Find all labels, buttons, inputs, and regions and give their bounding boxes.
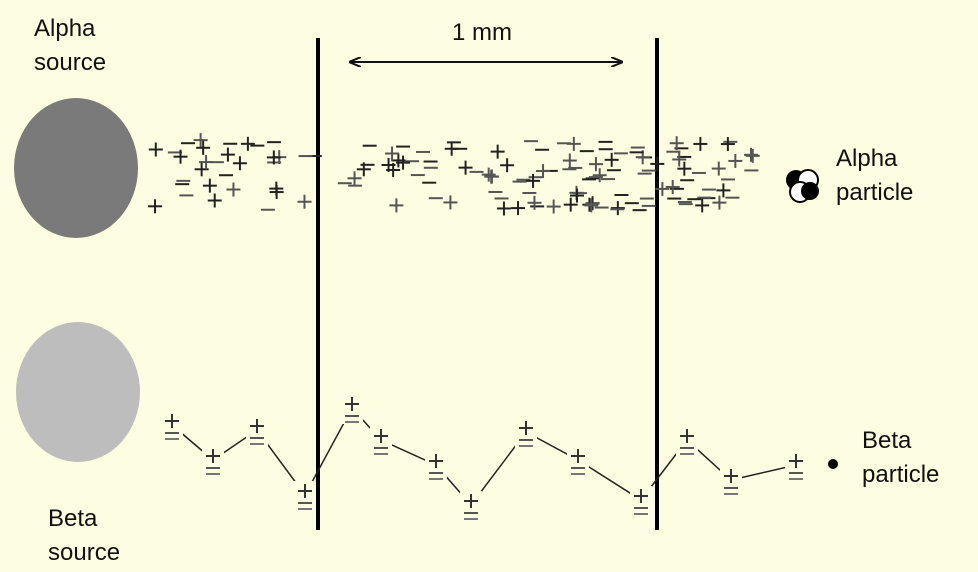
alpha-particle-icon bbox=[786, 169, 819, 203]
distance-label: 1 mm bbox=[452, 19, 512, 46]
beta-source-disk bbox=[16, 322, 140, 462]
beta-particle-label: Beta particle bbox=[862, 427, 940, 488]
beta-source-label: Beta source bbox=[48, 505, 121, 566]
alpha-source-label: Alpha source bbox=[34, 15, 107, 76]
ion-pairs bbox=[148, 133, 807, 521]
beta-particle-dot bbox=[828, 459, 838, 469]
alpha-particle-label: Alpha particle bbox=[836, 145, 914, 206]
alpha-source-disk bbox=[14, 98, 138, 238]
